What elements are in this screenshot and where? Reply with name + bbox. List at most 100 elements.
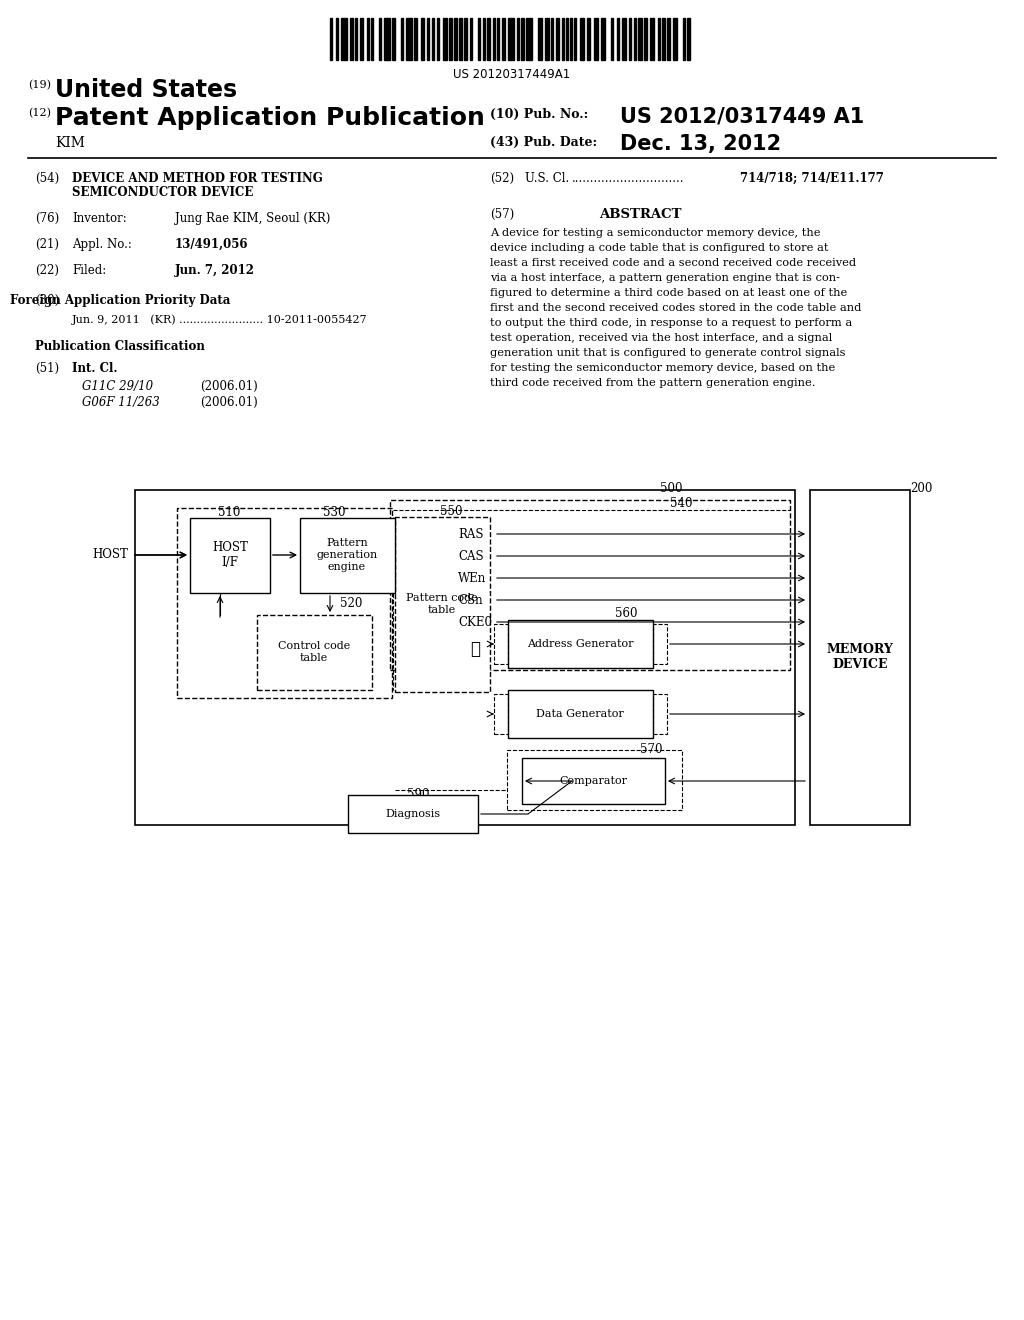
Text: Control code
table: Control code table bbox=[278, 642, 350, 663]
Bar bbox=[443, 18, 447, 59]
Bar bbox=[360, 18, 362, 59]
Bar bbox=[650, 18, 654, 59]
Text: ABSTRACT: ABSTRACT bbox=[599, 209, 681, 220]
Bar bbox=[392, 18, 395, 59]
Bar bbox=[494, 624, 508, 664]
Text: device including a code table that is configured to store at: device including a code table that is co… bbox=[490, 243, 828, 253]
Bar bbox=[653, 624, 667, 664]
Bar bbox=[414, 18, 417, 59]
Text: (22): (22) bbox=[35, 264, 59, 277]
Text: (21): (21) bbox=[35, 238, 59, 251]
Bar bbox=[638, 18, 642, 59]
Bar bbox=[384, 18, 390, 59]
Text: US 20120317449A1: US 20120317449A1 bbox=[454, 69, 570, 81]
Text: (51): (51) bbox=[35, 362, 59, 375]
Text: for testing the semiconductor memory device, based on the: for testing the semiconductor memory dev… bbox=[490, 363, 836, 374]
Text: Filed:: Filed: bbox=[72, 264, 106, 277]
Text: Patent Application Publication: Patent Application Publication bbox=[55, 106, 485, 129]
Text: 200: 200 bbox=[910, 482, 933, 495]
Bar bbox=[341, 18, 347, 59]
Text: United States: United States bbox=[55, 78, 238, 102]
Bar bbox=[570, 18, 572, 59]
Bar bbox=[587, 18, 590, 59]
Text: Comparator: Comparator bbox=[559, 776, 627, 785]
Bar bbox=[454, 18, 457, 59]
Bar bbox=[367, 18, 369, 59]
Bar bbox=[330, 18, 332, 59]
Bar bbox=[810, 490, 910, 825]
Text: 580: 580 bbox=[573, 788, 596, 801]
Text: (30): (30) bbox=[35, 294, 59, 308]
Bar bbox=[521, 18, 524, 59]
Bar bbox=[135, 490, 795, 825]
Bar bbox=[634, 18, 636, 59]
Text: 560: 560 bbox=[615, 607, 638, 620]
Bar bbox=[508, 690, 653, 738]
Bar bbox=[421, 18, 424, 59]
Text: third code received from the pattern generation engine.: third code received from the pattern gen… bbox=[490, 378, 815, 388]
Bar bbox=[190, 517, 270, 593]
Bar bbox=[522, 758, 665, 804]
Text: RAS: RAS bbox=[458, 528, 483, 540]
Text: 590: 590 bbox=[407, 788, 429, 801]
Bar bbox=[507, 750, 682, 810]
Text: (10) Pub. No.:: (10) Pub. No.: bbox=[490, 108, 588, 121]
Text: Publication Classification: Publication Classification bbox=[35, 341, 205, 352]
Bar bbox=[355, 18, 357, 59]
Bar bbox=[653, 694, 667, 734]
Text: Jun. 9, 2011   (KR) ........................ 10-2011-0055427: Jun. 9, 2011 (KR) ......................… bbox=[72, 314, 368, 325]
Bar bbox=[562, 18, 564, 59]
Text: (19): (19) bbox=[28, 81, 51, 90]
Text: SEMICONDUCTOR DEVICE: SEMICONDUCTOR DEVICE bbox=[72, 186, 253, 199]
Text: CKE0: CKE0 bbox=[458, 615, 492, 628]
Text: G11C 29/10: G11C 29/10 bbox=[82, 380, 154, 393]
Bar bbox=[336, 18, 338, 59]
Bar bbox=[483, 18, 485, 59]
Text: to output the third code, in response to a request to perform a: to output the third code, in response to… bbox=[490, 318, 852, 327]
Bar bbox=[494, 694, 508, 734]
Bar bbox=[622, 18, 626, 59]
Text: US 2012/0317449 A1: US 2012/0317449 A1 bbox=[620, 106, 864, 125]
Text: (2006.01): (2006.01) bbox=[200, 380, 258, 393]
Bar bbox=[673, 18, 677, 59]
Text: via a host interface, a pattern generation engine that is con-: via a host interface, a pattern generati… bbox=[490, 273, 840, 282]
Text: generation unit that is configured to generate control signals: generation unit that is configured to ge… bbox=[490, 348, 846, 358]
Text: test operation, received via the host interface, and a signal: test operation, received via the host in… bbox=[490, 333, 833, 343]
Text: 570: 570 bbox=[640, 743, 663, 756]
Bar bbox=[538, 18, 542, 59]
Text: A device for testing a semiconductor memory device, the: A device for testing a semiconductor mem… bbox=[490, 228, 820, 238]
Bar bbox=[508, 18, 514, 59]
Text: 550: 550 bbox=[440, 506, 463, 517]
Text: CSn: CSn bbox=[458, 594, 482, 606]
Text: Inventor:: Inventor: bbox=[72, 213, 127, 224]
Text: ⋮: ⋮ bbox=[470, 642, 480, 657]
Text: 510: 510 bbox=[218, 506, 241, 519]
Bar bbox=[449, 18, 452, 59]
Bar bbox=[371, 18, 373, 59]
Bar bbox=[437, 18, 439, 59]
Bar bbox=[545, 18, 549, 59]
Text: Address Generator: Address Generator bbox=[526, 639, 633, 649]
Bar bbox=[687, 18, 690, 59]
Bar bbox=[617, 18, 618, 59]
Text: least a first received code and a second received code received: least a first received code and a second… bbox=[490, 257, 856, 268]
Text: Foreign Application Priority Data: Foreign Application Priority Data bbox=[10, 294, 230, 308]
Bar bbox=[508, 620, 653, 668]
Bar bbox=[401, 18, 403, 59]
Text: Data Generator: Data Generator bbox=[537, 709, 624, 719]
Bar bbox=[644, 18, 647, 59]
Text: HOST
I/F: HOST I/F bbox=[212, 541, 248, 569]
Text: Pattern code
table: Pattern code table bbox=[407, 593, 478, 615]
Bar bbox=[257, 615, 372, 690]
Bar bbox=[566, 18, 568, 59]
Bar bbox=[574, 18, 575, 59]
Bar bbox=[580, 18, 584, 59]
Bar bbox=[487, 18, 490, 59]
Bar bbox=[350, 18, 353, 59]
Text: 520: 520 bbox=[340, 597, 362, 610]
Text: first and the second received codes stored in the code table and: first and the second received codes stor… bbox=[490, 304, 861, 313]
Text: 530: 530 bbox=[323, 506, 345, 519]
Bar bbox=[177, 508, 392, 698]
Bar bbox=[556, 18, 559, 59]
Bar bbox=[594, 18, 598, 59]
